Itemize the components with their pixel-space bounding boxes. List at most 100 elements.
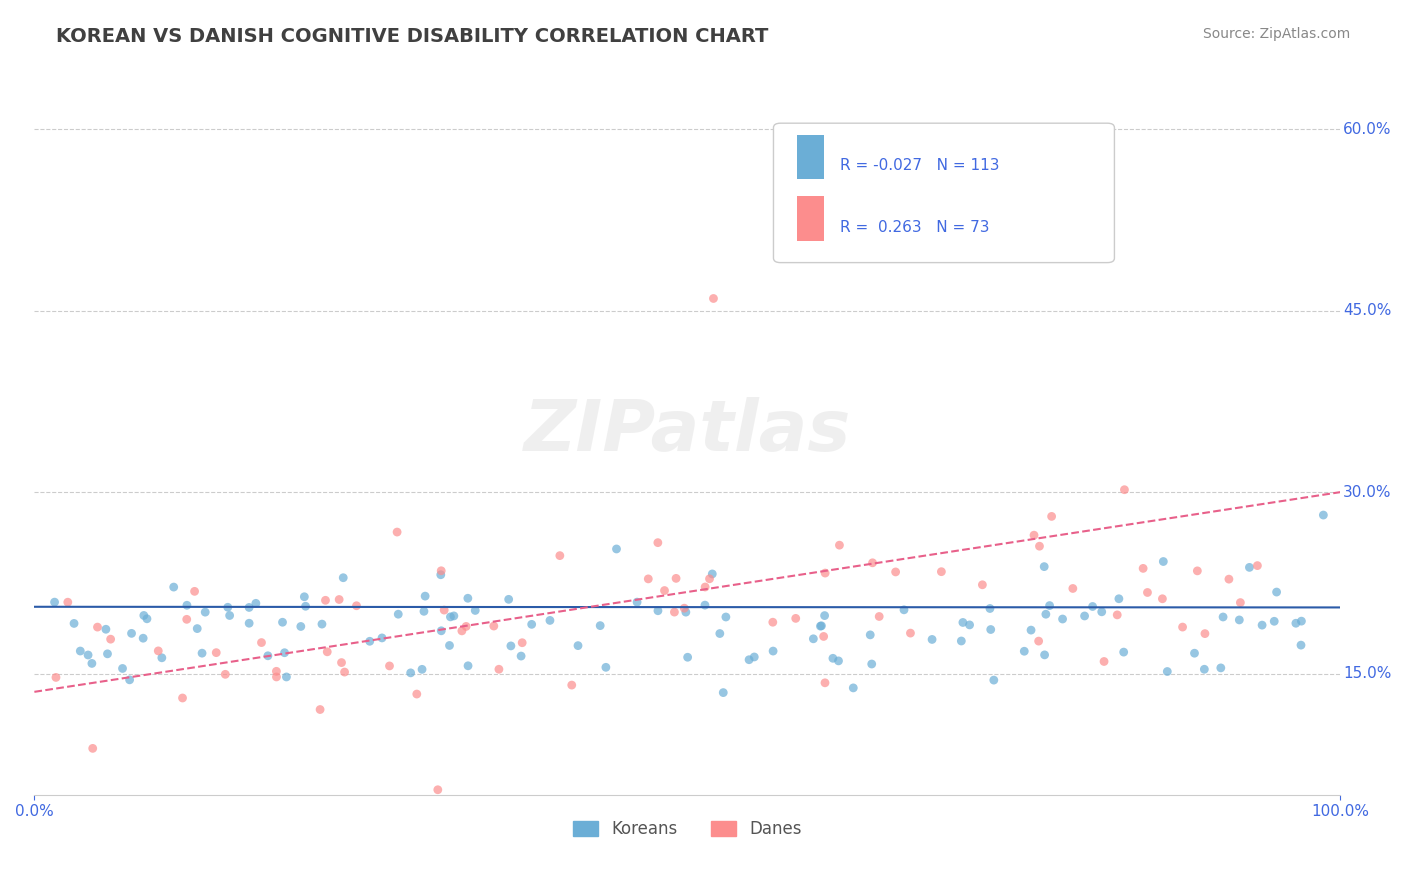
Point — [702, 292, 724, 306]
Point — [801, 632, 824, 646]
Point — [439, 610, 461, 624]
Point — [430, 567, 453, 582]
Point — [1209, 661, 1232, 675]
Point — [451, 624, 474, 638]
Point — [238, 616, 260, 631]
Point — [921, 632, 943, 647]
Point — [405, 687, 427, 701]
Point — [1263, 615, 1285, 629]
Point — [538, 614, 561, 628]
Text: 45.0%: 45.0% — [1343, 303, 1392, 318]
Point — [1212, 610, 1234, 624]
Point — [827, 654, 849, 668]
Point — [510, 636, 533, 650]
Point — [709, 626, 731, 640]
Point — [1073, 609, 1095, 624]
Point — [121, 626, 143, 640]
Point — [183, 584, 205, 599]
Point — [561, 678, 583, 692]
Point — [456, 619, 478, 633]
Point — [1033, 559, 1056, 574]
Point — [309, 702, 332, 716]
Point — [510, 648, 533, 663]
Point — [86, 620, 108, 634]
Point — [257, 648, 280, 663]
Point — [1156, 665, 1178, 679]
Point — [647, 604, 669, 618]
Point — [813, 608, 835, 623]
Point — [1022, 528, 1045, 542]
Point — [205, 646, 228, 660]
Point — [1187, 564, 1209, 578]
Point — [118, 673, 141, 687]
Point — [385, 524, 408, 539]
Point — [699, 572, 721, 586]
Point — [399, 665, 422, 680]
Point — [276, 670, 298, 684]
Point — [605, 541, 627, 556]
Point — [457, 591, 479, 606]
Point — [762, 644, 785, 658]
Point — [311, 617, 333, 632]
Legend: Koreans, Danes: Koreans, Danes — [567, 814, 808, 845]
Point — [82, 741, 104, 756]
Point — [695, 580, 717, 594]
Point — [860, 657, 883, 671]
Point — [595, 660, 617, 674]
Point — [413, 589, 436, 603]
Point — [100, 632, 122, 647]
Point — [828, 538, 851, 552]
Point — [148, 644, 170, 658]
Point — [191, 646, 214, 660]
Point — [972, 578, 994, 592]
Point — [647, 535, 669, 549]
Point — [413, 604, 436, 618]
Point — [387, 607, 409, 622]
Point — [589, 618, 612, 632]
Point — [983, 673, 1005, 687]
Point — [654, 583, 676, 598]
Point — [785, 611, 807, 625]
Point — [813, 630, 835, 644]
Point — [44, 595, 66, 609]
Point — [439, 639, 461, 653]
Point — [980, 623, 1002, 637]
Point — [273, 646, 295, 660]
Text: R =  0.263   N = 73: R = 0.263 N = 73 — [841, 219, 990, 235]
Point — [290, 619, 312, 633]
Point — [1062, 582, 1084, 596]
Point — [1039, 599, 1062, 613]
Point — [330, 656, 353, 670]
Point — [346, 599, 368, 613]
Point — [1171, 620, 1194, 634]
Point — [1152, 555, 1174, 569]
Point — [567, 639, 589, 653]
Point — [136, 612, 159, 626]
Point — [1184, 646, 1206, 660]
Point — [900, 626, 922, 640]
Point — [952, 615, 974, 630]
Point — [665, 571, 688, 585]
Point — [1108, 591, 1130, 606]
Point — [859, 628, 882, 642]
Point — [266, 670, 288, 684]
Point — [520, 617, 543, 632]
Text: R = -0.027   N = 113: R = -0.027 N = 113 — [841, 158, 1000, 173]
Point — [1019, 623, 1042, 637]
Point — [214, 667, 236, 681]
Point — [314, 593, 336, 607]
Point — [333, 665, 356, 679]
Point — [45, 670, 67, 684]
Point — [245, 596, 267, 610]
Text: 60.0%: 60.0% — [1343, 121, 1392, 136]
Point — [1246, 558, 1268, 573]
Point — [862, 556, 884, 570]
Point — [56, 595, 79, 609]
Point — [132, 608, 155, 623]
Text: 30.0%: 30.0% — [1343, 484, 1392, 500]
Point — [1081, 599, 1104, 614]
Point — [1033, 648, 1056, 662]
Point — [1052, 612, 1074, 626]
Point — [814, 566, 837, 580]
Text: KOREAN VS DANISH COGNITIVE DISABILITY CORRELATION CHART: KOREAN VS DANISH COGNITIVE DISABILITY CO… — [56, 27, 769, 45]
